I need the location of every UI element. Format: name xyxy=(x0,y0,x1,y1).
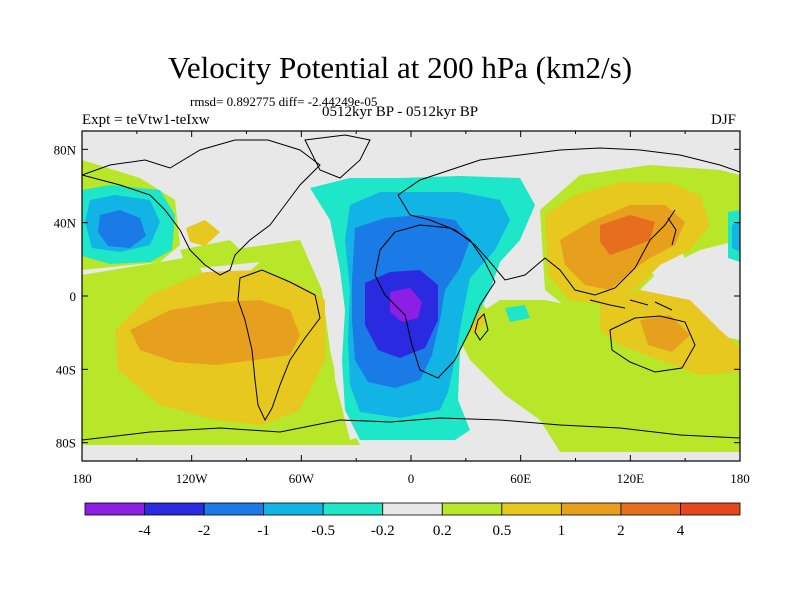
colorbar-label: -2 xyxy=(198,523,211,539)
lon-label: 0 xyxy=(408,471,415,486)
lon-label: 120W xyxy=(176,471,209,486)
colorbar-label: 2 xyxy=(617,523,625,539)
lat-label: 40S xyxy=(56,362,76,377)
longitude-labels: 180 120W 60W 0 60E 120E 180 xyxy=(72,471,750,486)
colorbar-label: -4 xyxy=(138,523,151,539)
colorbar-label: 1 xyxy=(558,523,566,539)
contour-field xyxy=(82,131,740,461)
colorbar-swatch xyxy=(560,502,622,516)
colorbar-swatch xyxy=(680,502,741,516)
colorbar-label: 0.2 xyxy=(433,523,452,539)
colorbar-swatch xyxy=(441,502,503,516)
lon-label: 180 xyxy=(72,471,92,486)
lat-label: 80N xyxy=(54,142,77,157)
colorbar-label: -1 xyxy=(257,523,270,539)
colorbar-label: -0.2 xyxy=(371,523,395,539)
lon-label: 60W xyxy=(289,471,315,486)
colorbar-label: 0.5 xyxy=(492,523,511,539)
colorbar-swatch xyxy=(203,502,265,516)
colorbar-labels: -4 -2 -1 -0.5 -0.2 0.2 0.5 1 2 4 xyxy=(138,523,684,539)
colorbar-swatch xyxy=(263,502,324,516)
latitude-labels: 80N 40N 0 40S 80S xyxy=(54,142,77,450)
colorbar-label: -0.5 xyxy=(311,523,335,539)
lat-label: 80S xyxy=(56,436,76,451)
colorbar-swatch xyxy=(84,502,145,516)
plot-title: Velocity Potential at 200 hPa (km2/s) xyxy=(167,50,633,85)
axis-ticks xyxy=(81,131,741,461)
lon-label: 180 xyxy=(730,471,750,486)
colorbar-swatch xyxy=(322,502,384,516)
colorbar-swatch xyxy=(382,502,443,516)
season-label: DJF xyxy=(711,112,737,128)
lat-label: 0 xyxy=(70,289,77,304)
colorbar-swatch xyxy=(620,502,681,516)
colorbar-swatch xyxy=(501,502,562,516)
lon-label: 60E xyxy=(510,471,531,486)
lat-label: 40N xyxy=(54,216,77,231)
experiment-label: Expt = teVtw1-teIxw xyxy=(82,112,210,128)
period-label: 0512kyr BP - 0512kyr BP xyxy=(322,104,479,120)
stats-label: rmsd= 0.892775 diff= -2.44249e-05 xyxy=(190,94,378,109)
lon-label: 120E xyxy=(617,471,645,486)
coastlines xyxy=(82,134,740,441)
colorbar xyxy=(84,502,741,516)
colorbar-label: 4 xyxy=(677,523,685,539)
colorbar-swatch xyxy=(144,502,205,516)
